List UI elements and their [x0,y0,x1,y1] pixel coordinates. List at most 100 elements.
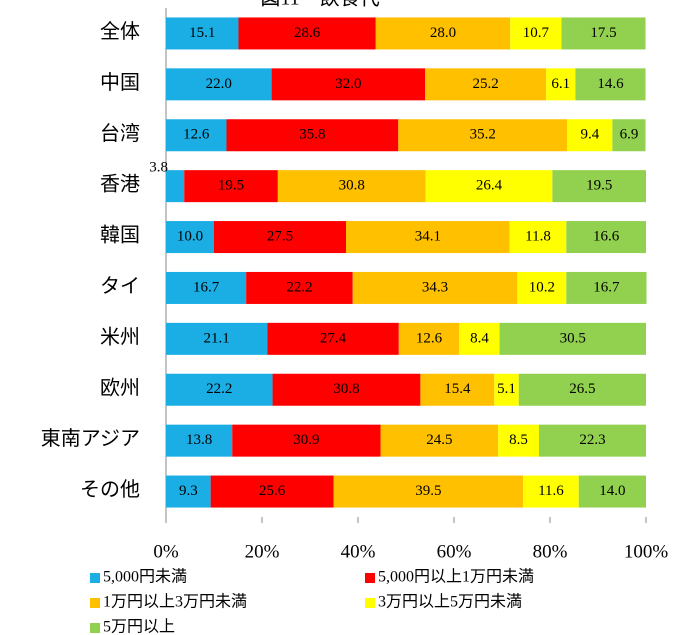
data-label: 22.3 [579,432,605,448]
data-label: 12.6 [416,330,443,346]
data-label: 21.1 [204,330,230,346]
data-label: 32.0 [335,76,361,92]
bar-segment [166,475,211,508]
bar-segment [398,119,568,152]
data-label: 34.1 [415,228,441,244]
bar-segment [425,170,553,203]
data-label: 11.6 [538,483,564,499]
y-tick-label: 米州 [100,325,140,348]
bar-segment [420,373,495,406]
bar-segment [267,322,399,355]
data-label: 24.5 [426,432,452,448]
data-label: 3.8 [149,160,168,176]
x-tick-label: 0% [153,541,179,562]
bar-segment [523,475,579,508]
data-label: 19.5 [586,178,612,194]
bar-segment [518,373,646,406]
bar-segment [509,221,567,254]
y-tick-label: 台湾 [100,122,140,145]
data-label: 15.1 [189,25,215,41]
bar-segment [277,170,426,203]
data-label: 8.4 [470,330,489,346]
y-tick-label: 東南アジア [41,427,140,450]
y-tick-label: 韓国 [100,224,140,247]
data-label: 19.5 [218,178,244,194]
data-label: 27.5 [267,228,293,244]
bar-segment [238,17,376,50]
y-tick-label: タイ [100,275,140,298]
bar-segment [272,373,421,406]
bar-segment [494,373,519,406]
data-label: 34.3 [422,279,448,295]
bar-segment [575,68,646,101]
bar-segment [499,322,646,355]
data-label: 27.4 [320,330,347,346]
data-label: 16.7 [593,279,620,295]
data-label: 12.6 [183,127,210,143]
bar-segment [166,221,214,254]
data-label: 22.0 [206,76,232,92]
data-label: 35.8 [299,127,325,143]
bar-segment [510,17,562,50]
bar-segment [566,271,647,304]
bar-segment [166,68,272,101]
data-label: 22.2 [206,381,232,397]
data-label: 14.0 [599,483,625,499]
legend-swatch [365,598,375,608]
data-label: 26.4 [476,178,503,194]
legend-label: 5,000円以上1万円未満 [378,568,534,586]
bar-segment [166,17,239,50]
x-tick-label: 80% [533,541,568,562]
bar-segment [425,68,547,101]
data-label: 22.2 [286,279,312,295]
bar-segment [184,170,278,203]
legend-label: 1万円以上3万円未満 [103,593,247,611]
y-tick-label: 香港 [100,173,140,196]
legend-swatch [90,598,100,608]
bar-segment [210,475,334,508]
bar-segment [226,119,399,152]
bar-segment [459,322,500,355]
data-label: 8.5 [509,432,528,448]
data-label: 9.3 [179,483,198,499]
data-label: 6.1 [551,76,570,92]
data-label: 35.2 [470,127,496,143]
bar-segment [578,475,646,508]
data-label: 30.5 [560,330,586,346]
x-tick-label: 20% [245,541,280,562]
bar-segment [166,271,247,304]
data-label: 6.9 [620,127,639,143]
bar-segment [538,424,646,457]
legend-swatch [365,573,375,583]
data-label: 25.2 [473,76,499,92]
bar-segment [214,221,346,254]
legend-label: 5万円以上 [103,618,175,635]
legend-swatch [90,573,100,583]
bar-segment [166,119,227,152]
data-label: 30.9 [293,432,319,448]
chart-title: 図11 飲食代 [260,0,379,10]
y-tick-label: 中国 [100,71,140,94]
data-label: 28.6 [294,25,321,41]
y-tick-label: その他 [80,478,140,501]
bar-segment [561,17,646,50]
bar-segment [246,271,353,304]
data-label: 10.7 [523,25,550,41]
data-label: 16.7 [193,279,220,295]
data-label: 13.8 [186,432,212,448]
data-label: 26.5 [569,381,595,397]
y-tick-label: 全体 [100,20,140,43]
data-label: 16.6 [593,228,620,244]
bar-segment [232,424,381,457]
data-label: 9.4 [580,127,599,143]
data-label: 15.4 [444,381,471,397]
legend-label: 3万円以上5万円未満 [378,593,522,611]
bar-segment [166,424,233,457]
bar-segment [517,271,567,304]
bar-segment [380,424,499,457]
data-label: 11.8 [525,228,551,244]
bar-segment [271,68,426,101]
data-label: 10.2 [529,279,555,295]
data-label: 28.0 [430,25,456,41]
bar-segment [375,17,511,50]
